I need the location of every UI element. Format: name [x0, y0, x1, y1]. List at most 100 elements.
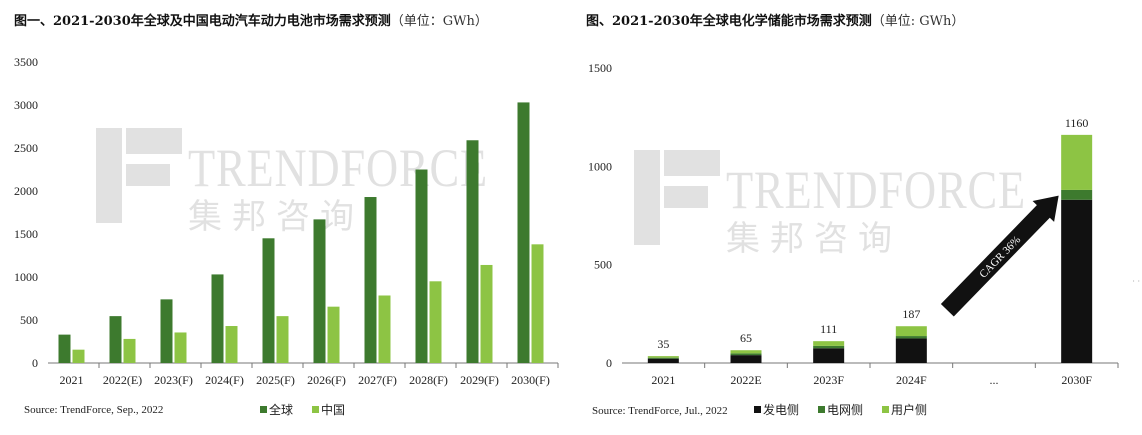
stacked-bar-segment [813, 341, 845, 346]
bar-china [276, 316, 289, 363]
legend-swatch [312, 406, 319, 413]
x-tick-label: 2025(F) [256, 373, 295, 387]
watermark-cn-text: 集邦咨询 [726, 219, 902, 259]
total-data-label: 35 [657, 337, 669, 351]
x-tick-label: 2021 [60, 373, 84, 387]
stacked-bar-segment [730, 353, 762, 356]
y-tick-label: 2500 [14, 141, 38, 155]
y-tick-label: 1000 [588, 159, 612, 173]
bar-china [72, 349, 85, 363]
watermark-logo-top [126, 128, 182, 154]
y-tick-label: 1500 [588, 61, 612, 75]
stacked-bar-segment [647, 357, 679, 359]
total-data-label: 111 [820, 322, 837, 336]
source-note: Source: TrendForce, Jul., 2022 [592, 405, 728, 417]
bar-china [327, 306, 340, 363]
x-tick-label: 2023(F) [154, 373, 193, 387]
x-tick-label: 2022(E) [103, 373, 142, 387]
legend-label: 中国 [321, 402, 345, 417]
y-tick-label: 1000 [14, 270, 38, 284]
legend-label: 用户侧 [891, 402, 927, 417]
stacked-bar-segment [895, 326, 927, 337]
cagr-arrow-shape [940, 195, 1059, 317]
total-data-label: 65 [740, 331, 752, 345]
stacked-bar-segment [895, 338, 927, 363]
y-tick-label: 0 [606, 356, 612, 370]
x-tick-label: 2024(F) [205, 373, 244, 387]
total-data-label: 187 [902, 307, 920, 321]
legend-label: 电网侧 [827, 403, 863, 417]
legend-label: 全球 [269, 402, 293, 417]
y-tick-label: 3500 [14, 55, 38, 69]
bar-global [58, 334, 71, 363]
x-tick-label: 2030(F) [511, 373, 550, 387]
y-tick-label: 500 [594, 258, 612, 272]
bar-global [160, 299, 173, 363]
bar-global [415, 169, 428, 363]
bar-china [225, 326, 238, 363]
y-tick-label: 2000 [14, 184, 38, 198]
stacked-bar-segment [813, 345, 845, 349]
x-tick-label: 2023F [813, 373, 844, 387]
total-data-label: 1160 [1065, 116, 1089, 130]
stacked-bar-segment [1061, 134, 1093, 190]
watermark-cn-text: 集邦咨询 [188, 197, 364, 237]
x-tick-label: 2028(F) [409, 373, 448, 387]
bar-china [123, 338, 136, 363]
bar-global [466, 140, 479, 363]
bar-global [517, 102, 530, 364]
x-tick-label: 2027(F) [358, 373, 397, 387]
legend-swatch [260, 406, 267, 413]
chart-title-right: 图、2021-2030年全球电化学储能市场需求预测（单位: GWh） [586, 14, 965, 29]
stacked-bar-segment [895, 336, 927, 339]
legend-swatch [882, 406, 889, 413]
legend-label: 发电侧 [763, 402, 799, 417]
stacked-bar-segment [647, 356, 679, 358]
stacked-bar-segment [1061, 189, 1093, 200]
bar-global [211, 274, 224, 363]
x-tick-label: 2024F [896, 373, 927, 387]
watermark-logo-bar [96, 128, 122, 223]
stacked-bar-segment [647, 358, 679, 363]
side-marks: · · [1132, 277, 1140, 286]
y-tick-label: 1500 [14, 227, 38, 241]
x-tick-label: 2030F [1061, 373, 1092, 387]
legend-swatch [754, 406, 761, 413]
y-tick-label: 3000 [14, 98, 38, 112]
energy-storage-chart-panel: 图、2021-2030年全球电化学储能市场需求预测（单位: GWh） TREND… [578, 0, 1142, 435]
y-tick-label: 0 [32, 356, 38, 370]
watermark-brand-text: TRENDFORCE [726, 160, 1026, 220]
x-tick-label: 2021 [651, 373, 675, 387]
watermark-logo-mid [664, 186, 708, 208]
watermark-logo-bar [634, 150, 660, 245]
bar-china [429, 281, 442, 363]
watermark-logo-top [664, 150, 720, 176]
bar-china [531, 244, 544, 363]
legend-swatch [818, 406, 825, 413]
bar-china [378, 295, 391, 363]
power-battery-chart-panel: 图一、2021-2030年全球及中国电动汽车动力电池市场需求预测（单位：GWh）… [14, 14, 559, 417]
bar-global [313, 219, 326, 363]
x-tick-label: 2022E [730, 373, 761, 387]
stacked-bar-segment [813, 348, 845, 363]
bar-global [109, 316, 122, 363]
bar-china [174, 332, 187, 363]
bar-global [262, 238, 275, 363]
y-tick-label: 500 [20, 313, 38, 327]
watermark-logo-mid [126, 164, 170, 186]
bar-global [364, 197, 377, 363]
x-tick-label: 2029(F) [460, 373, 499, 387]
chart-title-left: 图一、2021-2030年全球及中国电动汽车动力电池市场需求预测（单位：GWh） [14, 14, 488, 29]
x-tick-label: 2026(F) [307, 373, 346, 387]
bar-china [480, 264, 493, 363]
stacked-bar-segment [730, 355, 762, 363]
x-tick-label: ... [990, 373, 999, 387]
watermark-brand-text: TRENDFORCE [188, 138, 488, 198]
cagr-label: CAGR 36% [977, 234, 1023, 281]
stacked-bar-segment [1061, 199, 1093, 363]
stacked-bar-segment [730, 350, 762, 354]
